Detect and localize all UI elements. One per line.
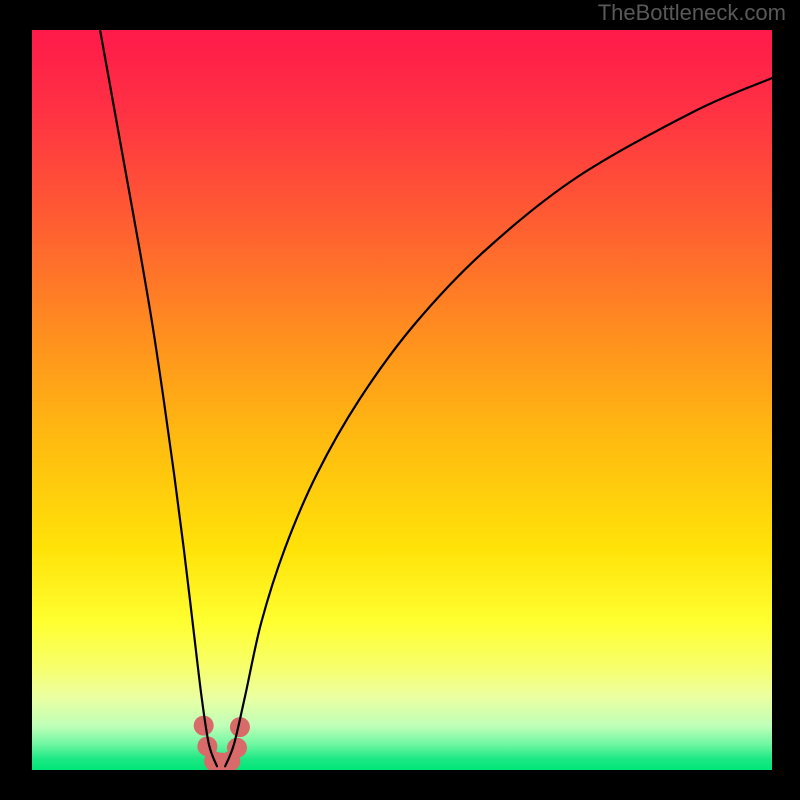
curve-left-branch [100, 30, 217, 766]
chart-svg [32, 30, 772, 770]
plot-area [32, 30, 772, 770]
chart-root: TheBottleneck.com [0, 0, 800, 800]
marker-group [194, 716, 250, 770]
curve-right-branch [225, 78, 772, 766]
watermark-text: TheBottleneck.com [598, 0, 786, 26]
